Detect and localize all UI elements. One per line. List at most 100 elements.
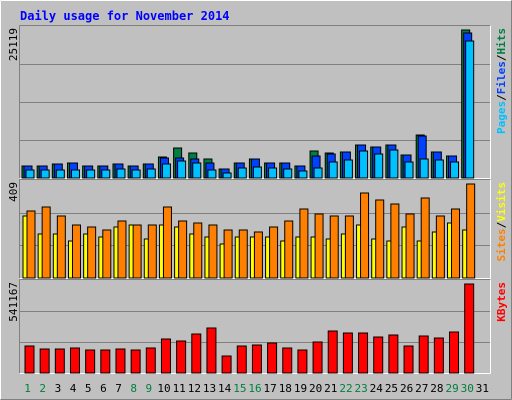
- panel-max-label: 541167: [7, 282, 20, 322]
- bar-sites: [329, 215, 339, 279]
- day-label: 9: [146, 382, 153, 395]
- day-label: 26: [400, 382, 413, 395]
- bar-pages: [146, 168, 156, 179]
- label-visits: Visits: [495, 182, 508, 222]
- bar-pages: [268, 167, 278, 179]
- day-label: 8: [130, 382, 137, 395]
- chart-panels: 25119Pages/Files/Hits409Sites/Visits5411…: [7, 25, 508, 374]
- bar-kbytes: [251, 344, 262, 374]
- label-sites: Sites: [495, 228, 508, 261]
- day-label: 23: [355, 382, 368, 395]
- bar-sites: [193, 222, 203, 279]
- bar-sites: [360, 192, 370, 279]
- day-label: 4: [70, 382, 77, 395]
- bar-pages: [328, 161, 338, 179]
- bar-kbytes: [145, 347, 156, 374]
- day-label: 1: [24, 382, 31, 395]
- bar-kbytes: [160, 338, 171, 374]
- day-label: 3: [55, 382, 62, 395]
- bar-sites: [71, 224, 81, 279]
- bar-kbytes: [358, 332, 369, 374]
- bar-sites: [299, 208, 309, 279]
- bar-kbytes: [39, 348, 50, 374]
- bar-pages: [343, 159, 353, 179]
- day-label: 25: [385, 382, 398, 395]
- bar-sites: [102, 229, 112, 279]
- bar-kbytes: [342, 332, 353, 374]
- bar-kbytes: [449, 331, 460, 374]
- bar-pages: [207, 169, 217, 179]
- bar-sites: [162, 206, 172, 279]
- day-label: 12: [188, 382, 201, 395]
- bar-pages: [298, 170, 308, 179]
- day-label: 11: [173, 382, 186, 395]
- bar-pages: [25, 169, 35, 179]
- bar-pages: [283, 168, 293, 179]
- bar-sites: [87, 226, 97, 279]
- bar-pages: [101, 169, 111, 179]
- bar-sites: [238, 229, 248, 279]
- bar-kbytes: [236, 345, 247, 374]
- label-separator: /: [495, 54, 508, 61]
- bar-sites: [253, 231, 263, 279]
- bar-pages: [161, 163, 171, 179]
- bar-kbytes: [69, 347, 80, 374]
- chart-title: Daily usage for November 2014: [20, 9, 230, 23]
- label-hits: Hits: [495, 28, 508, 55]
- bar-sites: [269, 226, 279, 279]
- bar-pages: [222, 172, 232, 179]
- panel-series-label: KBytes: [495, 282, 508, 322]
- day-label: 21: [324, 382, 337, 395]
- day-label: 7: [115, 382, 122, 395]
- bar-kbytes: [327, 330, 338, 374]
- bar-pages: [374, 153, 384, 179]
- bar-sites: [344, 215, 354, 279]
- bar-pages: [237, 167, 247, 179]
- day-label: 14: [218, 382, 232, 395]
- label-kbytes: KBytes: [495, 282, 508, 322]
- bar-sites: [466, 183, 476, 279]
- bar-sites: [117, 220, 127, 279]
- bar-kbytes: [433, 337, 444, 374]
- bar-kbytes: [267, 342, 278, 374]
- label-separator: /: [495, 94, 508, 101]
- bar-kbytes: [312, 341, 323, 374]
- bar-pages: [131, 169, 141, 179]
- day-label: 17: [264, 382, 277, 395]
- bar-kbytes: [418, 335, 429, 374]
- day-label: 27: [415, 382, 428, 395]
- bar-pages: [404, 161, 414, 179]
- bar-kbytes: [297, 349, 308, 374]
- bar-kbytes: [206, 327, 217, 374]
- day-label: 28: [430, 382, 443, 395]
- day-label: 2: [39, 382, 46, 395]
- bar-pages: [40, 169, 50, 179]
- label-separator: /: [495, 221, 508, 228]
- day-label: 31: [476, 382, 489, 395]
- bar-pages: [434, 159, 444, 179]
- panel-1: 409 Sites/Visits: [7, 179, 508, 279]
- bar-pages: [86, 169, 96, 179]
- bar-sites: [390, 203, 400, 279]
- bar-kbytes: [403, 345, 414, 374]
- bar-kbytes: [176, 340, 187, 374]
- bar-kbytes: [464, 283, 475, 374]
- bar-sites: [147, 224, 157, 279]
- day-label: 10: [157, 382, 170, 395]
- bar-sites: [26, 210, 36, 279]
- day-label: 5: [85, 382, 92, 395]
- day-axis-labels: 1 2 3 4 5 6 7 8 9 10 11 12 13 14 15 16 17 18 19 20 21 22 23 24 2…: [24, 382, 489, 395]
- bar-pages: [177, 160, 187, 179]
- bar-pages: [252, 166, 262, 179]
- bar-sites: [178, 220, 188, 279]
- panel-max-label: 25119: [7, 28, 20, 61]
- bar-sites: [41, 206, 51, 279]
- bar-sites: [132, 224, 142, 279]
- bar-pages: [419, 158, 429, 179]
- bar-kbytes: [100, 349, 111, 374]
- day-label: 22: [339, 382, 352, 395]
- panel-2: 541167 KBytes: [7, 279, 508, 374]
- day-label: 18: [279, 382, 292, 395]
